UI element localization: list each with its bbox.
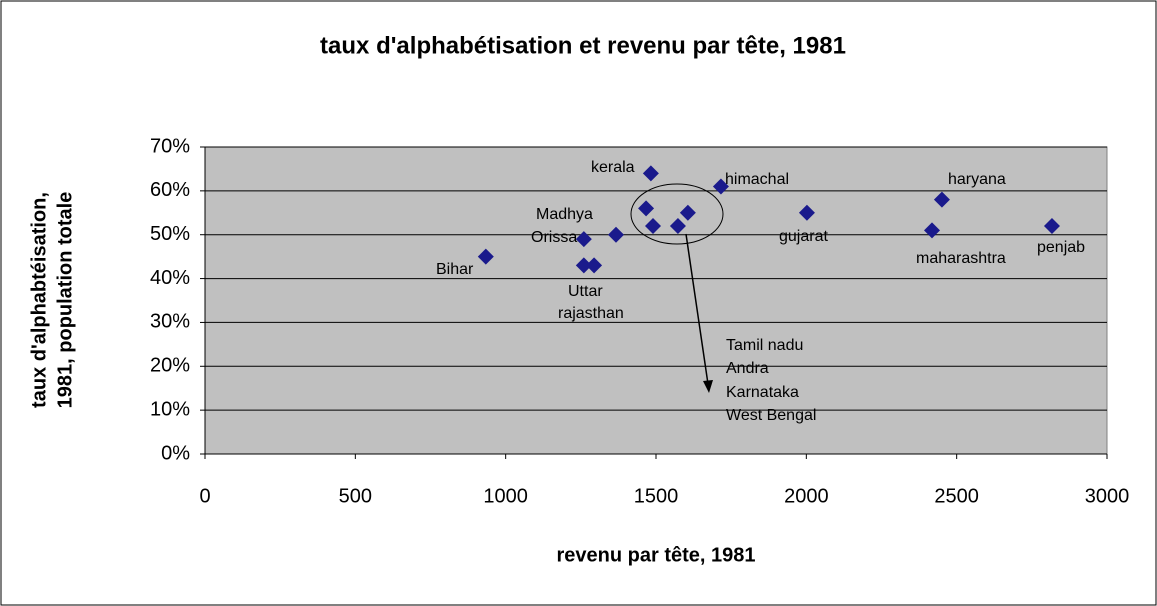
point [575,231,592,248]
y-tick-label: 10% [150,398,190,420]
y-tick-label: 0% [161,442,190,464]
annotation: Madhya [536,206,593,223]
y-tick-label: 60% [150,179,190,201]
x-tick-label: 1000 [483,485,528,507]
annotation: himachal [725,171,789,188]
annotation: Bihar [436,261,474,278]
x-tick-label: 0 [199,485,210,507]
y-tick-label: 50% [150,223,190,245]
arrow-line [685,233,709,385]
point [669,217,686,234]
point [608,226,625,243]
point [477,248,494,265]
point [712,178,729,195]
point [575,257,592,274]
point [1043,217,1060,234]
point [644,217,661,234]
x-tick-label: 2000 [784,485,829,507]
y-axis-label: taux d'alphabtéisation, [28,192,50,408]
annotation: Andra [726,360,769,377]
x-axis-label: revenu par tête, 1981 [557,544,756,566]
annotation: Orissa [531,229,577,246]
x-tick-label: 2500 [934,485,979,507]
chart-title: taux d'alphabétisation et revenu par têt… [320,32,846,59]
annotation: gujarat [779,228,828,245]
annotation: penjab [1037,239,1085,256]
x-tick-label: 500 [339,485,372,507]
annotation: maharashtra [916,250,1006,267]
annotation: West Bengal [726,407,816,424]
point [642,165,659,182]
point [933,191,950,208]
plot-area [204,146,1108,455]
x-tick-label: 1500 [634,485,679,507]
y-tick-label: 30% [150,311,190,333]
y-axis-label: 1981, population totale [54,192,76,409]
x-tick-label: 3000 [1085,485,1130,507]
point [586,257,603,274]
annotation: Tamil nadu [726,337,803,354]
point [798,204,815,221]
y-tick-label: 40% [150,267,190,289]
annotation: Uttar [568,283,603,300]
annotation: rajasthan [558,305,624,322]
point [924,222,941,239]
annotation: haryana [948,171,1006,188]
annotation: kerala [591,159,635,176]
point [638,200,655,217]
y-tick-label: 20% [150,355,190,377]
y-tick-label: 70% [150,135,190,157]
arrow-head [703,380,713,393]
point [679,204,696,221]
annotation: Karnataka [726,384,799,401]
group-ellipse [630,183,724,245]
